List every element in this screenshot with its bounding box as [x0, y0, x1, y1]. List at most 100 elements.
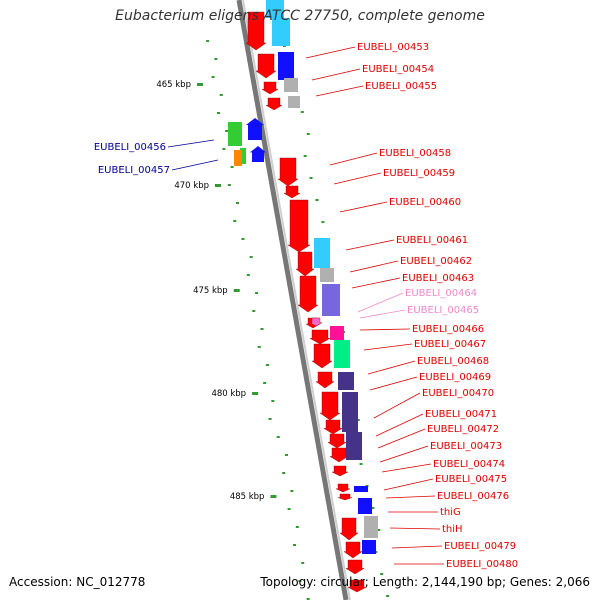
gene-label: EUBELI_00469 [419, 372, 491, 383]
cog-box [272, 18, 290, 46]
gene-leader-line [315, 85, 364, 97]
gc-dot-left [246, 274, 250, 276]
tick-layer: 465 kbp 470 kbp 475 kbp 480 kbp 485 kbp [156, 80, 277, 502]
cog-box [354, 486, 368, 492]
gene-leader-line [345, 239, 395, 251]
gene-leader-line [367, 360, 416, 375]
tick-label: 470 kbp [174, 181, 209, 191]
gene-label: thiH [442, 524, 463, 535]
gene-leader-line [389, 527, 441, 530]
orf-arrow [345, 559, 365, 575]
cog-box [362, 540, 376, 554]
gene-label: EUBELI_00479 [444, 541, 516, 552]
gc-dot-left [222, 148, 226, 150]
accession-text: Accession: NC_012778 [9, 575, 146, 589]
gene-leader-line [391, 545, 443, 549]
genome-backbone [236, 0, 351, 600]
gene-leader-line [379, 445, 429, 463]
gene-label: EUBELI_00458 [379, 148, 451, 159]
backbone-highlight [242, 0, 351, 600]
gc-dot-left [295, 526, 299, 528]
cog-box [338, 372, 354, 390]
gc-dot-left [241, 238, 245, 240]
cog-box [330, 326, 344, 340]
gene-leader-line [375, 413, 424, 437]
gc-dot-left [214, 58, 218, 60]
gc-dot-right [371, 507, 375, 509]
gene-label: EUBELI_00462 [400, 256, 472, 267]
gene-label: EUBELI_00464 [405, 288, 477, 299]
orf-arrow-pink [309, 317, 323, 327]
gene-label: thiG [440, 507, 461, 518]
cog-box [314, 238, 330, 268]
gene-leader-line [381, 463, 432, 473]
orf-arrow [343, 541, 363, 559]
gene-label: EUBELI_00473 [430, 441, 502, 452]
gc-dot-left [225, 130, 229, 132]
backbone-line [236, 0, 349, 600]
gc-dot-left [298, 580, 302, 582]
gene-label: EUBELI_00476 [437, 491, 509, 502]
gene-leader-line [329, 152, 378, 166]
genome-summary-text: Topology: circular; Length: 2,144,190 bp… [260, 575, 590, 589]
orf-arrow [297, 275, 319, 313]
gc-dot-left [260, 328, 264, 330]
gc-dot-left [252, 310, 256, 312]
gc-dot-left [284, 454, 288, 456]
gc-dot-left [271, 400, 275, 402]
gene-label: EUBELI_00457 [98, 165, 170, 176]
gene-leader-line [359, 309, 406, 319]
cog-box [288, 96, 300, 108]
gene-label-layer: EUBELI_00453 EUBELI_00454 EUBELI_00455 EUBE… [94, 42, 518, 570]
orf-arrow [311, 343, 333, 369]
gene-label: EUBELI_00475 [435, 474, 507, 485]
orf-arrow [323, 419, 343, 435]
gene-label: EUBELI_00466 [412, 324, 484, 335]
gc-dot-right [303, 155, 307, 157]
cog-box [228, 122, 242, 146]
gc-dot-left [265, 364, 269, 366]
gc-dot-left [257, 346, 261, 348]
gc-dot-left [206, 40, 210, 42]
gc-dot-left [230, 166, 234, 168]
gene-label: EUBELI_00474 [433, 459, 505, 470]
gene-leader-line [311, 68, 361, 81]
gc-dot-left [211, 76, 215, 78]
cog-box [320, 268, 334, 282]
gene-label: EUBELI_00453 [357, 42, 429, 53]
orf-arrow-reverse [250, 146, 266, 162]
gene-label: EUBELI_00461 [396, 235, 468, 246]
gc-dot-left [306, 598, 310, 600]
gc-dot-right [315, 199, 319, 201]
orf-arrow [319, 391, 341, 421]
gc-dot-left [263, 382, 267, 384]
cog-box [240, 148, 246, 164]
gene-label: EUBELI_00454 [362, 64, 434, 75]
gc-dot-left [268, 418, 272, 420]
orf-arrow [261, 81, 279, 95]
orf-arrow-reverse [246, 118, 264, 140]
orf-arrow [255, 53, 277, 79]
gene-leader-line [369, 376, 418, 391]
orf-arrow [283, 185, 301, 199]
gene-label: EUBELI_00470 [422, 388, 494, 399]
gene-label: EUBELI_00472 [427, 424, 499, 435]
gene-leader-line [373, 392, 421, 419]
gene-leader-line [349, 260, 399, 273]
tick-mark [252, 392, 259, 395]
orf-arrow [287, 199, 311, 253]
orf-arrow [327, 433, 347, 449]
gc-dot-left [249, 256, 253, 258]
gene-leader-line [363, 343, 413, 351]
gc-dot-left [233, 220, 237, 222]
cog-box [334, 340, 350, 368]
orf-arrow [245, 11, 267, 51]
gc-dot-left [227, 184, 231, 186]
gc-dot-right [321, 221, 325, 223]
tick-label: 485 kbp [230, 492, 265, 502]
gc-dot-right [380, 573, 384, 575]
tick-mark [196, 83, 203, 86]
gc-dot-left [293, 544, 297, 546]
